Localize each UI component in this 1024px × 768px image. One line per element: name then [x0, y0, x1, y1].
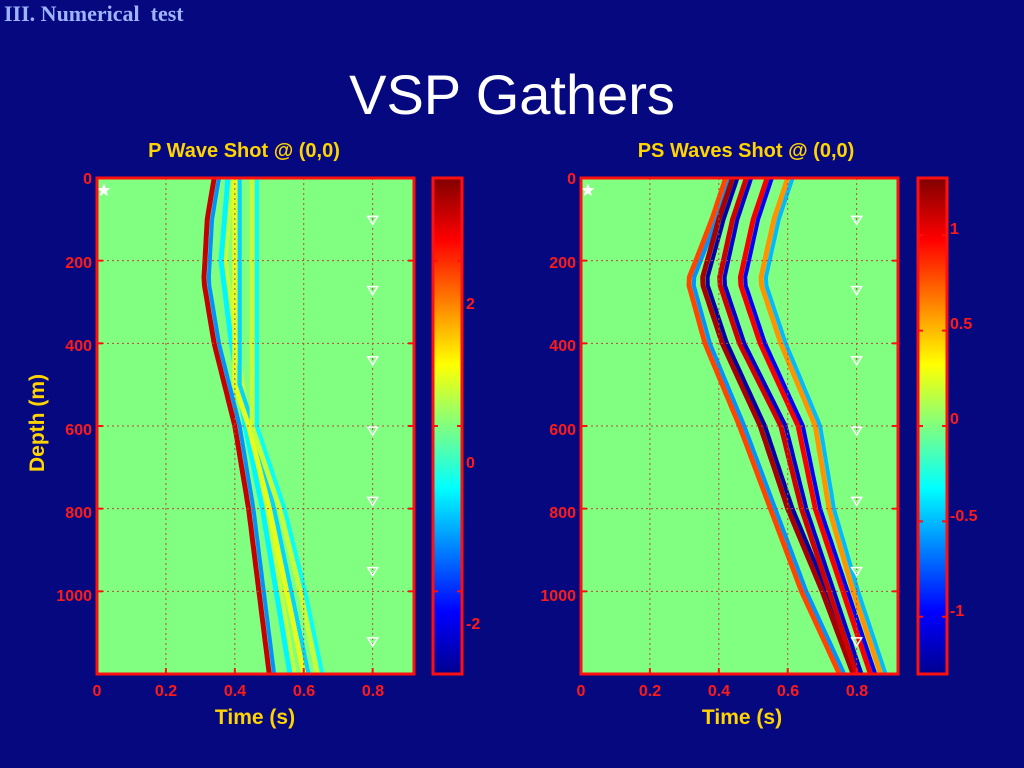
- x-tick-label: 0.6: [293, 683, 315, 700]
- ps-wave-x-axis: 0 0.2 0.4 0.6 0.8: [577, 683, 869, 700]
- receiver-triangle-icon: [366, 566, 380, 578]
- section-label: III. Numerical test: [4, 1, 184, 26]
- y-tick-label: 400: [65, 338, 92, 355]
- y-tick-label: 800: [549, 505, 576, 522]
- ps-wave-plot-frame: [579, 176, 900, 676]
- x-tick-label: 0.8: [846, 683, 868, 700]
- wavefront-ps-3: [722, 177, 864, 675]
- wavefront-p-coda: [218, 177, 293, 675]
- y-tick-label: 0: [567, 171, 576, 188]
- ps-wave-colorbar-ticks: [918, 234, 947, 618]
- wavefront-ps-5: [758, 177, 884, 675]
- x-tick-label: 0.8: [362, 683, 384, 700]
- p-wave-markers: [97, 183, 380, 648]
- receiver-triangle-icon: [366, 637, 380, 648]
- y-tick-label: 800: [65, 505, 92, 522]
- ps-wave-panel-title: PS Waves Shot @ (0,0): [638, 140, 855, 162]
- p-wave-colorbar: 2 0 -2: [431, 176, 480, 676]
- ps-wave-colorbar: 1 0.5 0 -0.5 -1: [916, 176, 978, 676]
- receiver-triangle-icon: [366, 426, 380, 437]
- ps-wave-markers: [581, 183, 864, 648]
- vsp-figure: P Wave Shot @ (0,0) 0 200 400 600 800 10…: [26, 140, 978, 729]
- source-star-icon: [581, 183, 595, 197]
- p-wave-x-axis: 0 0.2 0.4 0.6 0.8: [93, 683, 385, 700]
- p-wave-colorbar-ticks: [433, 259, 462, 593]
- y-tick-label: 1000: [540, 588, 576, 605]
- receiver-triangle-icon: [366, 356, 380, 367]
- y-tick-label: 200: [549, 255, 576, 272]
- y-tick-label: 200: [65, 255, 92, 272]
- p-wave-y-axis-label: Depth (m): [26, 374, 49, 472]
- wavefront-multiple: [254, 178, 325, 675]
- receiver-triangle-icon: [366, 215, 380, 226]
- x-tick-label: 0.4: [224, 683, 246, 700]
- x-tick-label: 0.6: [777, 683, 799, 700]
- p-wave-plot-frame: [95, 176, 416, 676]
- y-tick-label: 400: [549, 338, 576, 355]
- receiver-triangle-icon: [366, 496, 380, 507]
- colorbar-tick-label: 0: [466, 455, 475, 472]
- receiver-triangle-icon: [850, 637, 864, 648]
- receiver-triangle-icon: [850, 285, 864, 297]
- colorbar-tick-label: 1: [950, 221, 959, 238]
- x-tick-label: 0.2: [639, 683, 661, 700]
- receiver-triangle-icon: [850, 356, 864, 367]
- wavefront-ps-3: [717, 177, 860, 675]
- y-tick-label: 1000: [56, 588, 92, 605]
- y-tick-label: 0: [83, 171, 92, 188]
- p-wave-y-axis: 0 200 400 600 800 1000: [56, 171, 92, 605]
- ps-wave-heatmap: [581, 177, 898, 676]
- x-tick-label: 0.2: [155, 683, 177, 700]
- ps-wave-y-axis: 0 200 400 600 800 1000: [540, 171, 576, 605]
- p-wave-x-axis-label: Time (s): [215, 706, 295, 729]
- colorbar-tick-label: 2: [466, 296, 475, 313]
- p-wave-panel-title: P Wave Shot @ (0,0): [148, 140, 340, 162]
- ps-wave-x-axis-label: Time (s): [702, 706, 782, 729]
- y-tick-label: 600: [549, 422, 576, 439]
- receiver-triangle-icon: [850, 566, 864, 578]
- p-wave-heatmap: [97, 177, 414, 675]
- slide-title: VSP Gathers: [349, 63, 675, 126]
- receiver-triangle-icon: [850, 215, 864, 226]
- x-tick-label: 0: [577, 683, 586, 700]
- p-wave-panel: P Wave Shot @ (0,0) 0 200 400 600 800 10…: [26, 140, 480, 729]
- receiver-triangle-icon: [850, 426, 864, 437]
- y-tick-label: 600: [65, 422, 92, 439]
- colorbar-tick-label: -0.5: [950, 508, 978, 525]
- colorbar-tick-label: 0.5: [950, 316, 972, 333]
- ps-wave-panel: PS Waves Shot @ (0,0) 0 200 400 600 800 …: [540, 140, 977, 729]
- x-tick-label: 0.4: [708, 683, 730, 700]
- x-tick-label: 0: [93, 683, 102, 700]
- colorbar-tick-label: 0: [950, 411, 959, 428]
- receiver-triangle-icon: [850, 496, 864, 507]
- colorbar-tick-label: -1: [950, 603, 964, 620]
- source-star-icon: [97, 183, 111, 197]
- receiver-triangle-icon: [366, 285, 380, 297]
- colorbar-tick-label: -2: [466, 616, 480, 633]
